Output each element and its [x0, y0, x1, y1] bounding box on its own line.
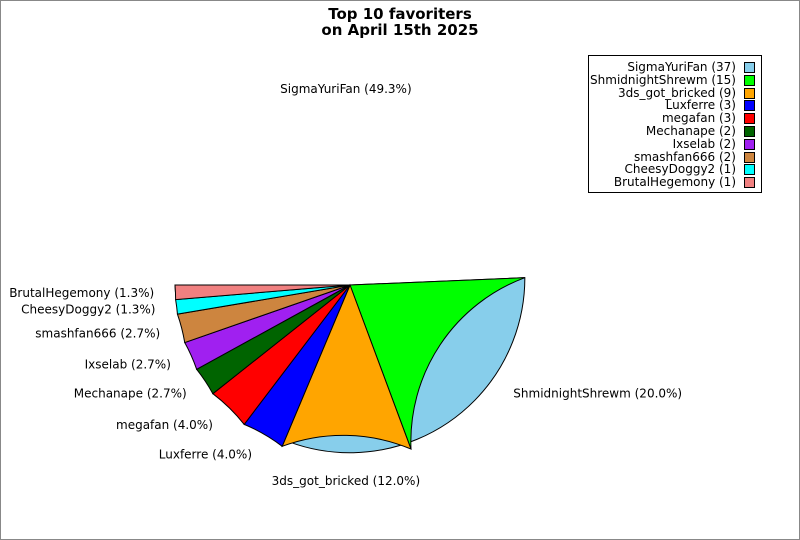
slice-label-luxferre: Luxferre (4.0%) — [159, 448, 252, 462]
slice-label-shmidnightshrewm: ShmidnightShrewm (20.0%) — [513, 387, 682, 401]
legend-entry-3ds-got-bricked: 3ds_got_bricked (9) — [618, 85, 755, 100]
legend-swatch — [744, 177, 755, 189]
legend-entry-ixselab: Ixselab (2) — [672, 136, 755, 151]
legend-label: ShmidnightShrewm (15) — [590, 72, 736, 87]
legend-label: megafan (3) — [661, 111, 736, 126]
legend-swatch — [744, 74, 755, 86]
slice-label-sigmayurifan: SigmaYuriFan (49.3%) — [280, 82, 412, 96]
slice-label-brutalhegemony: BrutalHegemony (1.3%) — [9, 286, 154, 300]
legend-entry-mechanape: Mechanape (2) — [646, 125, 755, 138]
slice-label-3ds-got-bricked: 3ds_got_bricked (12.0%) — [272, 474, 420, 488]
slice-label-mechanape: Mechanape (2.7%) — [74, 387, 187, 401]
legend-entry-megafan: megafan (3) — [662, 112, 755, 125]
legend-label: CheesyDoggy2 (1) — [624, 162, 736, 177]
chart-title-line-2: on April 15th 2025 — [321, 21, 479, 39]
chart-title-line-1: Top 10 favoriters — [328, 5, 472, 23]
pie-slice-3ds-got-bricked — [281, 283, 412, 450]
legend-swatch — [744, 126, 755, 137]
pie-slice-brutalhegemony — [174, 284, 351, 301]
legend-swatch — [744, 138, 755, 150]
legend-label: SigmaYuriFan (37) — [627, 60, 736, 74]
slice-label-smashfan666: smashfan666 (2.7%) — [35, 327, 160, 341]
legend-label: Luxferre (3) — [665, 98, 736, 113]
legend-label: 3ds_got_bricked (9) — [618, 85, 736, 100]
legend-label: smashfan666 (2) — [633, 149, 736, 164]
legend-entry-sigmayurifan: SigmaYuriFan (37) — [627, 61, 755, 74]
legend: SigmaYuriFan (37) ShmidnightShrewm (15) 3d… — [588, 55, 762, 193]
legend-entry-shmidnightshrewm: ShmidnightShrewm (15) — [590, 72, 755, 87]
legend-label: Ixselab (2) — [672, 136, 736, 151]
legend-swatch — [744, 113, 755, 125]
legend-swatch — [744, 62, 755, 73]
legend-label: Mechanape (2) — [645, 124, 736, 138]
legend-swatch — [744, 164, 755, 176]
legend-entry-brutalhegemony: BrutalHegemony (1) — [614, 176, 755, 189]
legend-entry-cheesydoggy2: CheesyDoggy2 (1) — [625, 163, 755, 176]
legend-swatch — [744, 100, 755, 112]
slice-label-megafan: megafan (4.0%) — [116, 418, 213, 432]
chart-title: Top 10 favoriters on April 15th 2025 — [1, 6, 799, 38]
legend-swatch — [744, 151, 755, 163]
legend-swatch — [744, 87, 755, 99]
legend-entry-smashfan666: smashfan666 (2) — [633, 149, 755, 164]
pie-slice-shmidnightshrewm — [349, 277, 526, 450]
legend-label: BrutalHegemony (1) — [613, 175, 736, 190]
slice-label-cheesydoggy2: CheesyDoggy2 (1.3%) — [21, 303, 155, 317]
legend-entry-luxferre: Luxferre (3) — [666, 99, 755, 112]
slice-label-ixselab: Ixselab (2.7%) — [85, 358, 171, 372]
